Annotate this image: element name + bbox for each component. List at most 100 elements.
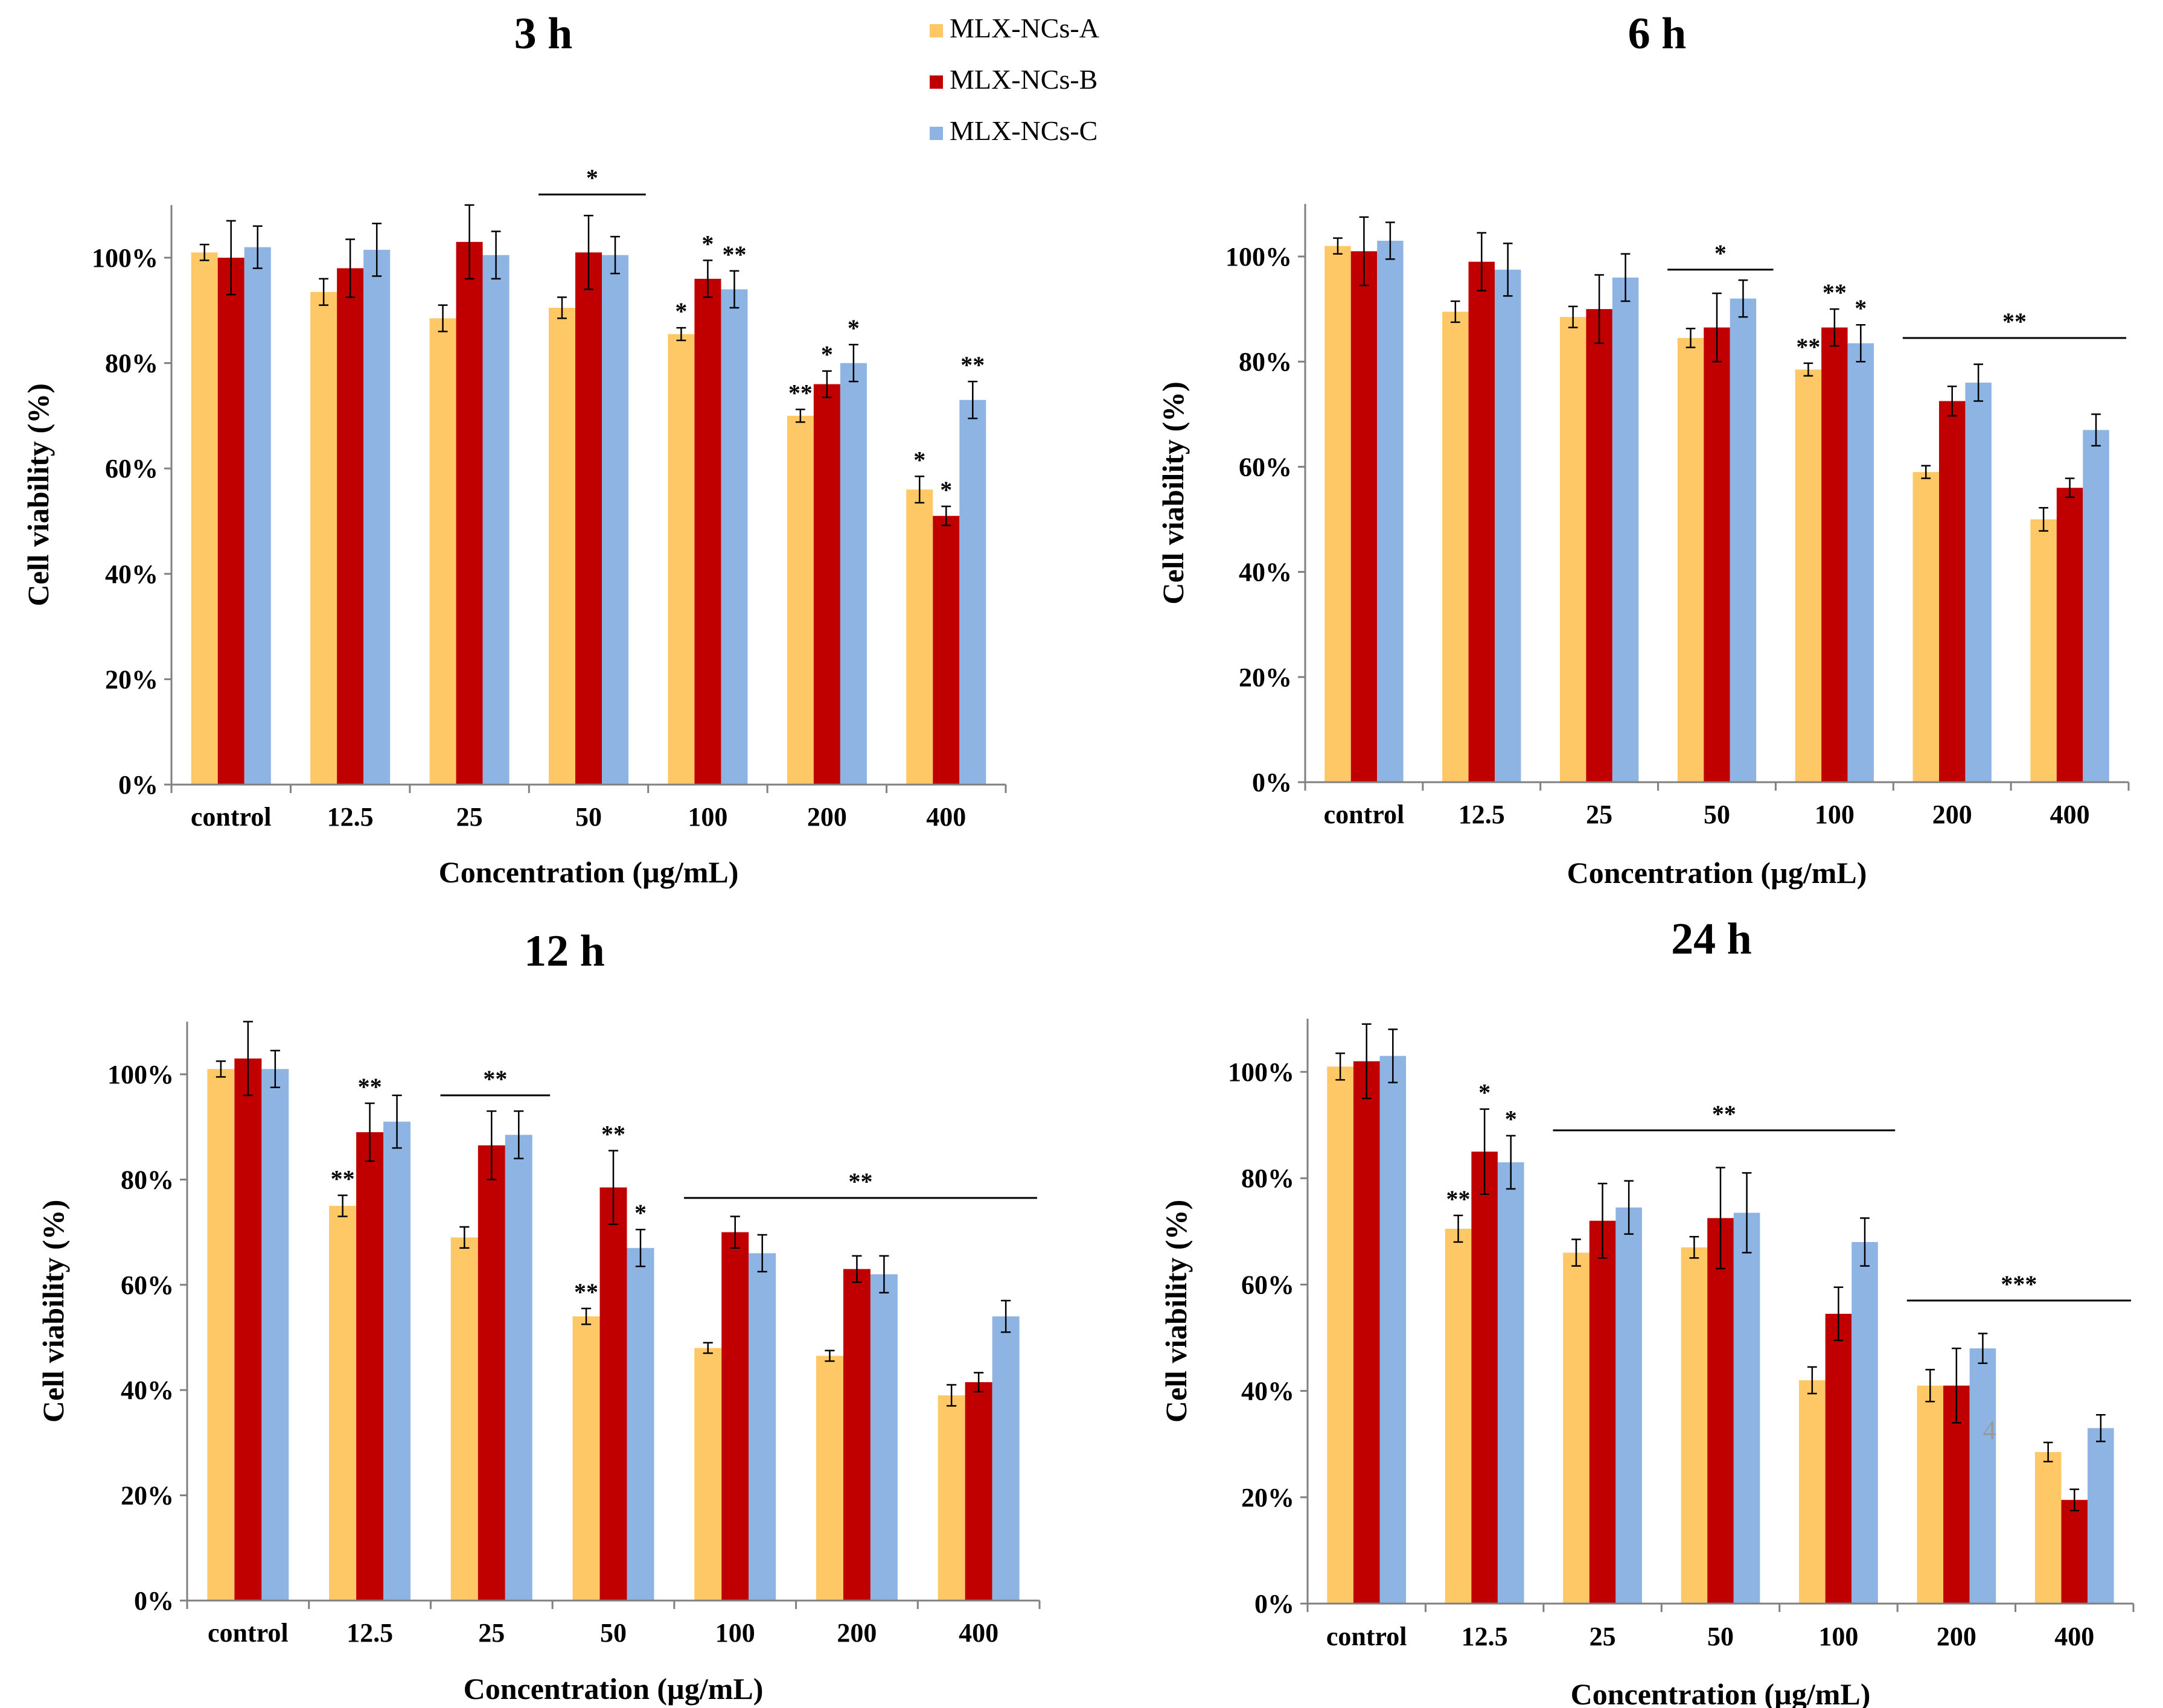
significance-label: * xyxy=(940,476,952,503)
x-tick-label: 25 xyxy=(1586,800,1612,829)
bar xyxy=(2034,1451,2062,1604)
bar xyxy=(1851,1241,1878,1604)
bar xyxy=(1327,1066,1353,1604)
bar xyxy=(1825,1313,1852,1604)
bar xyxy=(1377,240,1404,782)
x-axis-label: Concentration (µg/mL) xyxy=(1567,856,1867,890)
significance-label: * xyxy=(913,446,925,473)
y-tick-label: 60% xyxy=(1239,452,1292,482)
x-tick-label: control xyxy=(1326,1622,1407,1651)
bar xyxy=(749,1253,776,1601)
x-tick-label: 12.5 xyxy=(327,802,374,832)
bar xyxy=(363,249,391,785)
x-tick-label: 25 xyxy=(478,1618,505,1648)
bar xyxy=(599,1187,627,1601)
bar xyxy=(2083,430,2109,782)
bar xyxy=(938,1395,965,1601)
y-tick-label: 40% xyxy=(1241,1377,1294,1406)
bar xyxy=(870,1274,898,1601)
significance-label: * xyxy=(634,1199,647,1226)
bar xyxy=(548,307,575,785)
panel-12h: 12 h 0% 20% 40% 60% 80% 100% Cell viability (%)… xyxy=(36,926,1041,1706)
bar xyxy=(1445,1228,1472,1604)
legend-label-c: MLX-NCs-C xyxy=(950,115,1097,146)
y-tick-label: 0% xyxy=(1254,1589,1294,1619)
x-tick-label: control xyxy=(191,802,272,832)
significance-label: ** xyxy=(1446,1185,1471,1212)
bar xyxy=(1324,246,1351,783)
bar xyxy=(482,255,510,785)
bar xyxy=(959,400,986,785)
bar xyxy=(429,318,456,785)
x-tick-label: control xyxy=(1324,800,1405,829)
bar xyxy=(1681,1247,1708,1604)
bar xyxy=(2056,488,2083,782)
bar xyxy=(1795,369,1822,782)
bracket-label: * xyxy=(586,164,598,191)
panel-title: 6 h xyxy=(1628,9,1687,59)
bar xyxy=(1733,1212,1760,1604)
bracket-label: * xyxy=(1714,240,1727,267)
bar xyxy=(787,415,814,785)
bar xyxy=(1559,317,1586,782)
y-axis-label: Cell viability (%) xyxy=(1159,1200,1193,1423)
bar xyxy=(1917,1385,1944,1604)
bracket-label: ** xyxy=(2002,308,2027,335)
stray-mark: 4 xyxy=(1983,1415,1996,1445)
bar xyxy=(721,289,748,785)
bar xyxy=(1965,383,1992,782)
bar xyxy=(2030,519,2057,782)
x-tick-label: 12.5 xyxy=(1462,1622,1508,1651)
significance-label: * xyxy=(675,298,687,325)
significance-label: * xyxy=(1478,1079,1490,1106)
y-tick-label: 20% xyxy=(1241,1483,1294,1512)
significance-label: * xyxy=(701,230,714,257)
y-tick-label: 100% xyxy=(107,1060,174,1089)
bar xyxy=(450,1237,478,1601)
significance-label: * xyxy=(821,341,833,368)
bar xyxy=(906,489,933,785)
bar xyxy=(816,1356,843,1601)
bar xyxy=(602,255,629,785)
bar xyxy=(843,1269,871,1601)
x-tick-label: 50 xyxy=(1704,800,1730,829)
bar xyxy=(1495,269,1521,782)
x-tick-label: 200 xyxy=(807,802,847,832)
x-tick-label: 400 xyxy=(2054,1622,2094,1651)
bar xyxy=(1563,1252,1590,1604)
bar xyxy=(356,1132,384,1601)
y-tick-label: 60% xyxy=(105,454,158,483)
x-tick-label: 50 xyxy=(575,802,602,832)
significance-label: ** xyxy=(1796,333,1820,360)
significance-label: * xyxy=(1855,295,1867,322)
y-tick-label: 100% xyxy=(1228,1057,1294,1087)
bar xyxy=(505,1135,532,1601)
bar xyxy=(217,258,244,785)
y-tick-label: 80% xyxy=(121,1165,174,1194)
panel-title: 24 h xyxy=(1671,914,1752,964)
bar xyxy=(234,1058,262,1601)
bar xyxy=(1938,401,1966,782)
y-tick-label: 0% xyxy=(1252,768,1292,797)
bar xyxy=(694,278,721,785)
bar xyxy=(337,268,364,785)
y-tick-label: 60% xyxy=(1241,1270,1294,1299)
panel-title: 3 h xyxy=(514,9,573,59)
significance-label: ** xyxy=(601,1120,625,1147)
bar xyxy=(191,252,218,785)
significance-label: ** xyxy=(1823,279,1847,306)
bar xyxy=(1471,1152,1498,1604)
bar xyxy=(1589,1220,1616,1604)
bar xyxy=(933,515,960,785)
panel-24h: 24 h 0% 20% 40% 60% 80% 100% Cell viability (%)… xyxy=(1159,914,2135,1708)
bar xyxy=(1586,309,1612,782)
bar xyxy=(1730,298,1757,782)
y-tick-label: 20% xyxy=(121,1481,174,1511)
legend-swatch-a xyxy=(930,24,943,37)
bar xyxy=(207,1069,235,1601)
x-tick-label: 100 xyxy=(715,1618,755,1648)
x-tick-label: 400 xyxy=(2050,800,2090,829)
x-tick-label: control xyxy=(208,1618,289,1648)
x-axis-label: Concentration (µg/mL) xyxy=(439,855,739,889)
